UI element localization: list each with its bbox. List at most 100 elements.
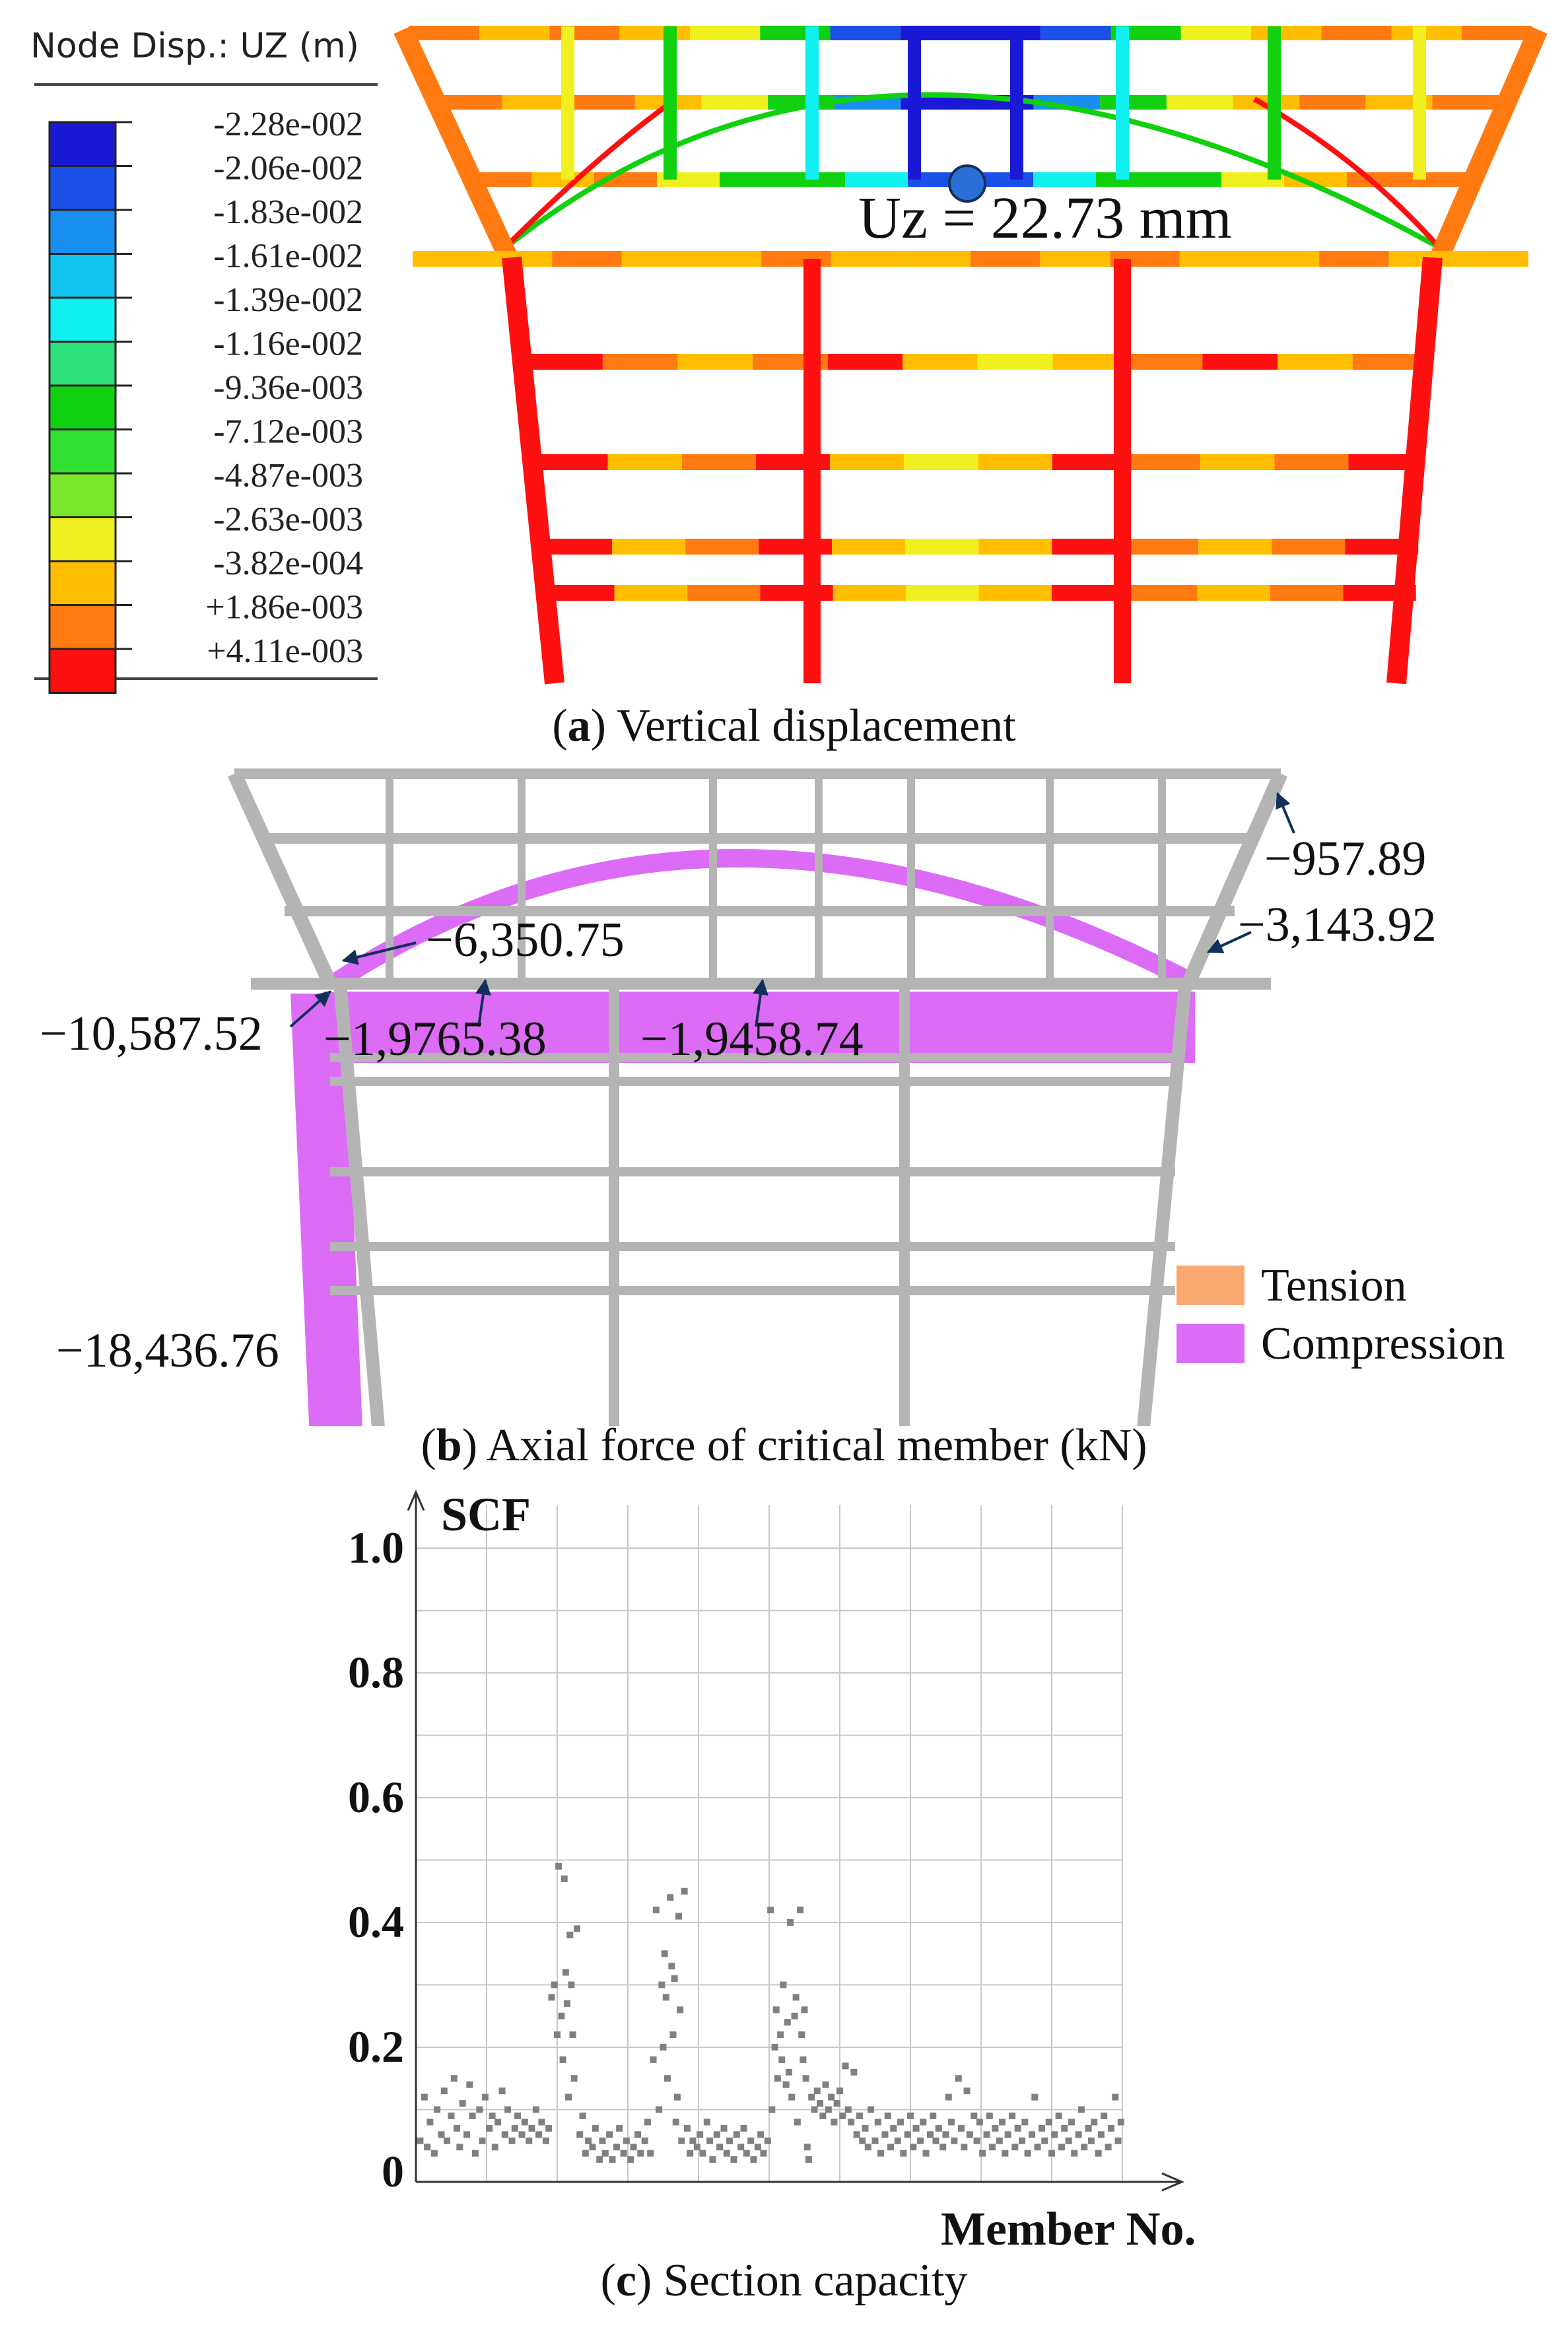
data-point — [792, 1994, 800, 2001]
data-point — [1055, 2112, 1062, 2119]
legend-label: -1.16e-002 — [213, 325, 363, 363]
data-point — [661, 1950, 668, 1957]
data-point — [551, 1981, 558, 1988]
legend-swatch — [48, 604, 117, 650]
data-point — [1085, 2124, 1092, 2132]
data-point — [733, 2131, 740, 2138]
data-point — [983, 2131, 990, 2138]
data-point — [887, 2144, 895, 2151]
data-point — [570, 2075, 578, 2082]
data-point — [1039, 2124, 1046, 2132]
data-point — [668, 1963, 675, 1970]
data-point — [521, 2119, 528, 2126]
data-point — [1031, 2093, 1039, 2101]
data-point — [535, 2131, 543, 2138]
displacement-legend: -2.28e-002 -2.06e-002 -1.83e-002 -1.61e-002… — [48, 106, 363, 694]
data-point — [831, 2119, 838, 2126]
data-point — [669, 2031, 677, 2039]
data-point — [900, 2150, 907, 2157]
data-point — [656, 2106, 663, 2113]
data-point — [791, 2012, 798, 2019]
y-tick-label: 0.6 — [348, 1772, 404, 1822]
data-point — [647, 2150, 654, 2157]
data-point — [877, 2150, 885, 2157]
data-point — [778, 2056, 786, 2063]
data-point — [579, 2112, 586, 2119]
data-point — [1009, 2112, 1016, 2119]
legend-label: -2.28e-002 — [213, 106, 363, 143]
data-point — [1004, 2131, 1011, 2138]
legend-label: -2.06e-002 — [213, 150, 363, 187]
data-point — [481, 2093, 489, 2101]
caption-b: (b) Axial force of critical member (kN) — [421, 1420, 1147, 1471]
data-point — [494, 2119, 502, 2126]
y-tick-label: 0.8 — [348, 1647, 404, 1697]
arrow-19765 — [475, 978, 491, 1027]
caption-c: (c) Section capacity — [600, 2255, 968, 2306]
data-point — [566, 1931, 574, 1938]
data-point — [996, 2137, 1003, 2144]
data-point — [780, 1981, 787, 1988]
data-point — [797, 1907, 804, 1914]
arrow-10587 — [289, 990, 331, 1028]
data-point — [548, 1994, 555, 2001]
arrow-6350 — [341, 941, 417, 965]
data-point — [920, 2119, 927, 2126]
data-point — [658, 1981, 665, 1988]
data-point — [740, 2124, 747, 2132]
data-point — [426, 2119, 434, 2126]
data-point — [627, 2156, 634, 2163]
vertical-displacement-figure: -2.28e-002 -2.06e-002 -1.83e-002 -1.61e-002… — [34, 25, 1548, 694]
data-point — [421, 2093, 428, 2101]
caption-a-letter: a — [567, 700, 591, 751]
data-point — [966, 2131, 973, 2138]
legend-swatch — [48, 209, 117, 255]
y-tick-label: 0.2 — [348, 2021, 404, 2072]
member — [227, 770, 337, 987]
chart-grid — [416, 1505, 1123, 2182]
data-point — [802, 2075, 809, 2082]
data-point — [563, 2000, 570, 2007]
label-3143: −3,143.92 — [1238, 898, 1437, 952]
data-point — [558, 2012, 565, 2019]
data-point — [904, 2131, 911, 2138]
data-point — [568, 1981, 575, 1988]
data-point — [890, 2124, 897, 2132]
data-point — [561, 1875, 568, 1882]
data-point — [979, 2150, 986, 2157]
data-point — [559, 2056, 566, 2063]
data-point — [1117, 2119, 1124, 2126]
data-point — [542, 2137, 549, 2144]
data-point — [1107, 2124, 1114, 2132]
data-point — [750, 2156, 757, 2163]
compression-swatch — [1176, 1324, 1244, 1363]
data-point — [526, 2137, 533, 2144]
data-point — [922, 2150, 930, 2157]
data-point — [747, 2137, 755, 2144]
data-point — [709, 2156, 716, 2163]
legend-label: -4.87e-003 — [213, 457, 363, 494]
data-point — [430, 2150, 438, 2157]
data-point — [1065, 2137, 1072, 2144]
data-point — [971, 2112, 978, 2119]
data-point — [853, 2131, 860, 2138]
arch-end-right — [1253, 96, 1441, 250]
legend-label: -7.12e-003 — [213, 413, 363, 451]
data-point — [1048, 2150, 1055, 2157]
data-point — [1011, 2144, 1019, 2151]
data-point — [839, 2112, 846, 2119]
data-point — [907, 2112, 914, 2119]
legend-label: -1.83e-002 — [213, 193, 363, 231]
data-point — [1029, 2131, 1036, 2138]
legend-swatch — [48, 560, 117, 606]
data-point — [757, 2131, 765, 2138]
legend-label: -1.61e-002 — [213, 238, 363, 275]
data-point — [514, 2112, 522, 2119]
data-point — [1101, 2112, 1108, 2119]
data-point — [848, 2119, 855, 2126]
x-axis-label: Member No. — [941, 2202, 1196, 2255]
data-point — [868, 2106, 875, 2113]
data-point — [811, 2106, 818, 2113]
data-point — [630, 2144, 637, 2151]
legend-label: -3.82e-004 — [213, 545, 363, 582]
